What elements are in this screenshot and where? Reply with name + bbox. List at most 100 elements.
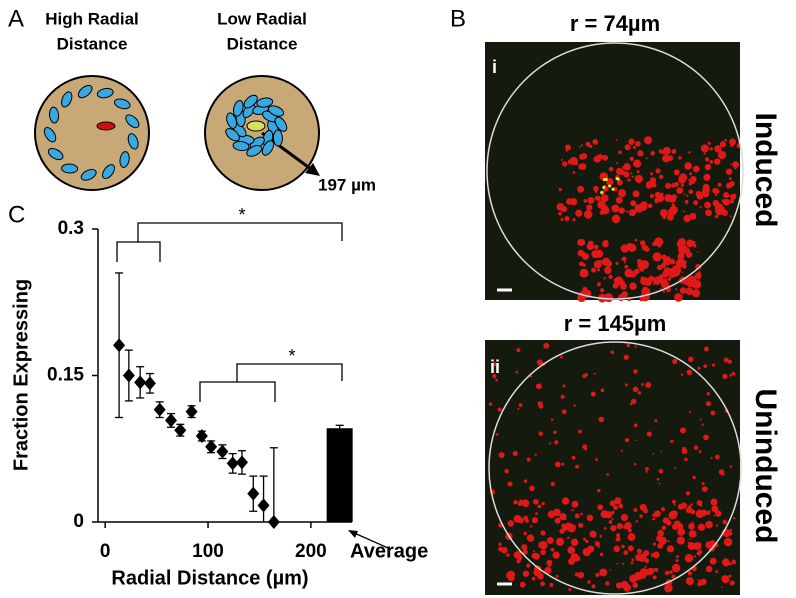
speckle [712,364,715,367]
speckle [593,186,599,192]
speckle [527,534,535,542]
speckle [693,166,700,173]
speckle [540,581,545,586]
speckle [615,177,618,180]
speckle [672,200,674,202]
speckle [694,445,699,450]
speckle [714,158,720,164]
speckle [610,569,612,571]
speckle [678,244,687,253]
speckle [633,369,637,373]
speckle [560,356,563,359]
speckle [592,533,597,538]
speckle [632,582,638,588]
speckle [702,482,705,485]
image-index: i [492,57,497,77]
data-point [247,487,259,501]
speckle [568,558,575,565]
speckle [621,258,623,260]
speckle [705,521,713,529]
speckle [661,507,665,511]
speckle [690,503,693,506]
speckle [706,566,713,573]
speckle [555,462,561,468]
speckle [606,473,609,476]
speckle [722,207,725,210]
speckle [608,275,612,279]
speckle [548,511,556,519]
speckle [609,520,613,524]
speckle [698,367,701,370]
arrow-head [348,530,358,538]
speckle [578,430,582,434]
speckle [612,518,614,520]
speckle [688,189,693,194]
speckle [591,250,599,258]
panel-label: B [450,5,466,32]
speckle [705,209,712,216]
speckle [671,183,676,188]
speckle [720,141,726,147]
speckle [572,218,575,221]
speckle [706,392,709,395]
speckle [559,188,562,191]
speckle [665,183,671,189]
diagram-title: High Radial [45,9,139,28]
speckle [688,523,695,530]
speckle [726,183,732,189]
x-tick-label: 0 [100,541,111,562]
data-point [144,376,156,390]
speckle [542,502,545,505]
speckle [720,152,723,155]
speckle [575,514,580,519]
speckle [504,469,509,474]
speckle [634,572,642,580]
speckle [654,510,661,517]
speckle [677,536,685,544]
speckle [563,384,566,387]
significance-star: * [238,205,245,225]
speckle [645,559,649,563]
speckle [585,142,590,147]
speckle [556,575,559,578]
data-point [236,455,248,469]
speckle [710,499,717,506]
speckle [578,164,584,170]
speckle [671,575,675,579]
speckle [580,269,589,278]
speckle [621,514,628,521]
speckle [513,500,518,505]
speckle [732,161,739,168]
speckle [602,241,607,246]
speckle [678,156,682,160]
speckle [614,276,623,285]
speckle [506,553,509,556]
speckle [520,582,526,588]
speckle [628,533,636,541]
speckle [561,395,565,399]
speckle [657,543,663,549]
speckle [539,431,544,436]
speckle [721,586,723,588]
speckle [565,144,571,150]
speckle [688,357,694,363]
speckle [657,265,663,271]
speckle [615,262,618,265]
speckle [622,563,624,565]
speckle [729,529,732,532]
image-title: r = 74µm [570,11,660,36]
panel-label: A [8,5,24,32]
speckle [584,210,593,219]
speckle [574,161,578,165]
speckle [551,418,554,421]
speckle [656,535,663,542]
speckle [558,212,562,216]
speckle [665,571,670,576]
bracket [117,242,160,262]
speckle [633,508,637,512]
speckle [518,502,522,506]
speckle [598,417,604,423]
micrograph [485,340,740,595]
speckle [549,583,553,587]
speckle [650,194,654,198]
